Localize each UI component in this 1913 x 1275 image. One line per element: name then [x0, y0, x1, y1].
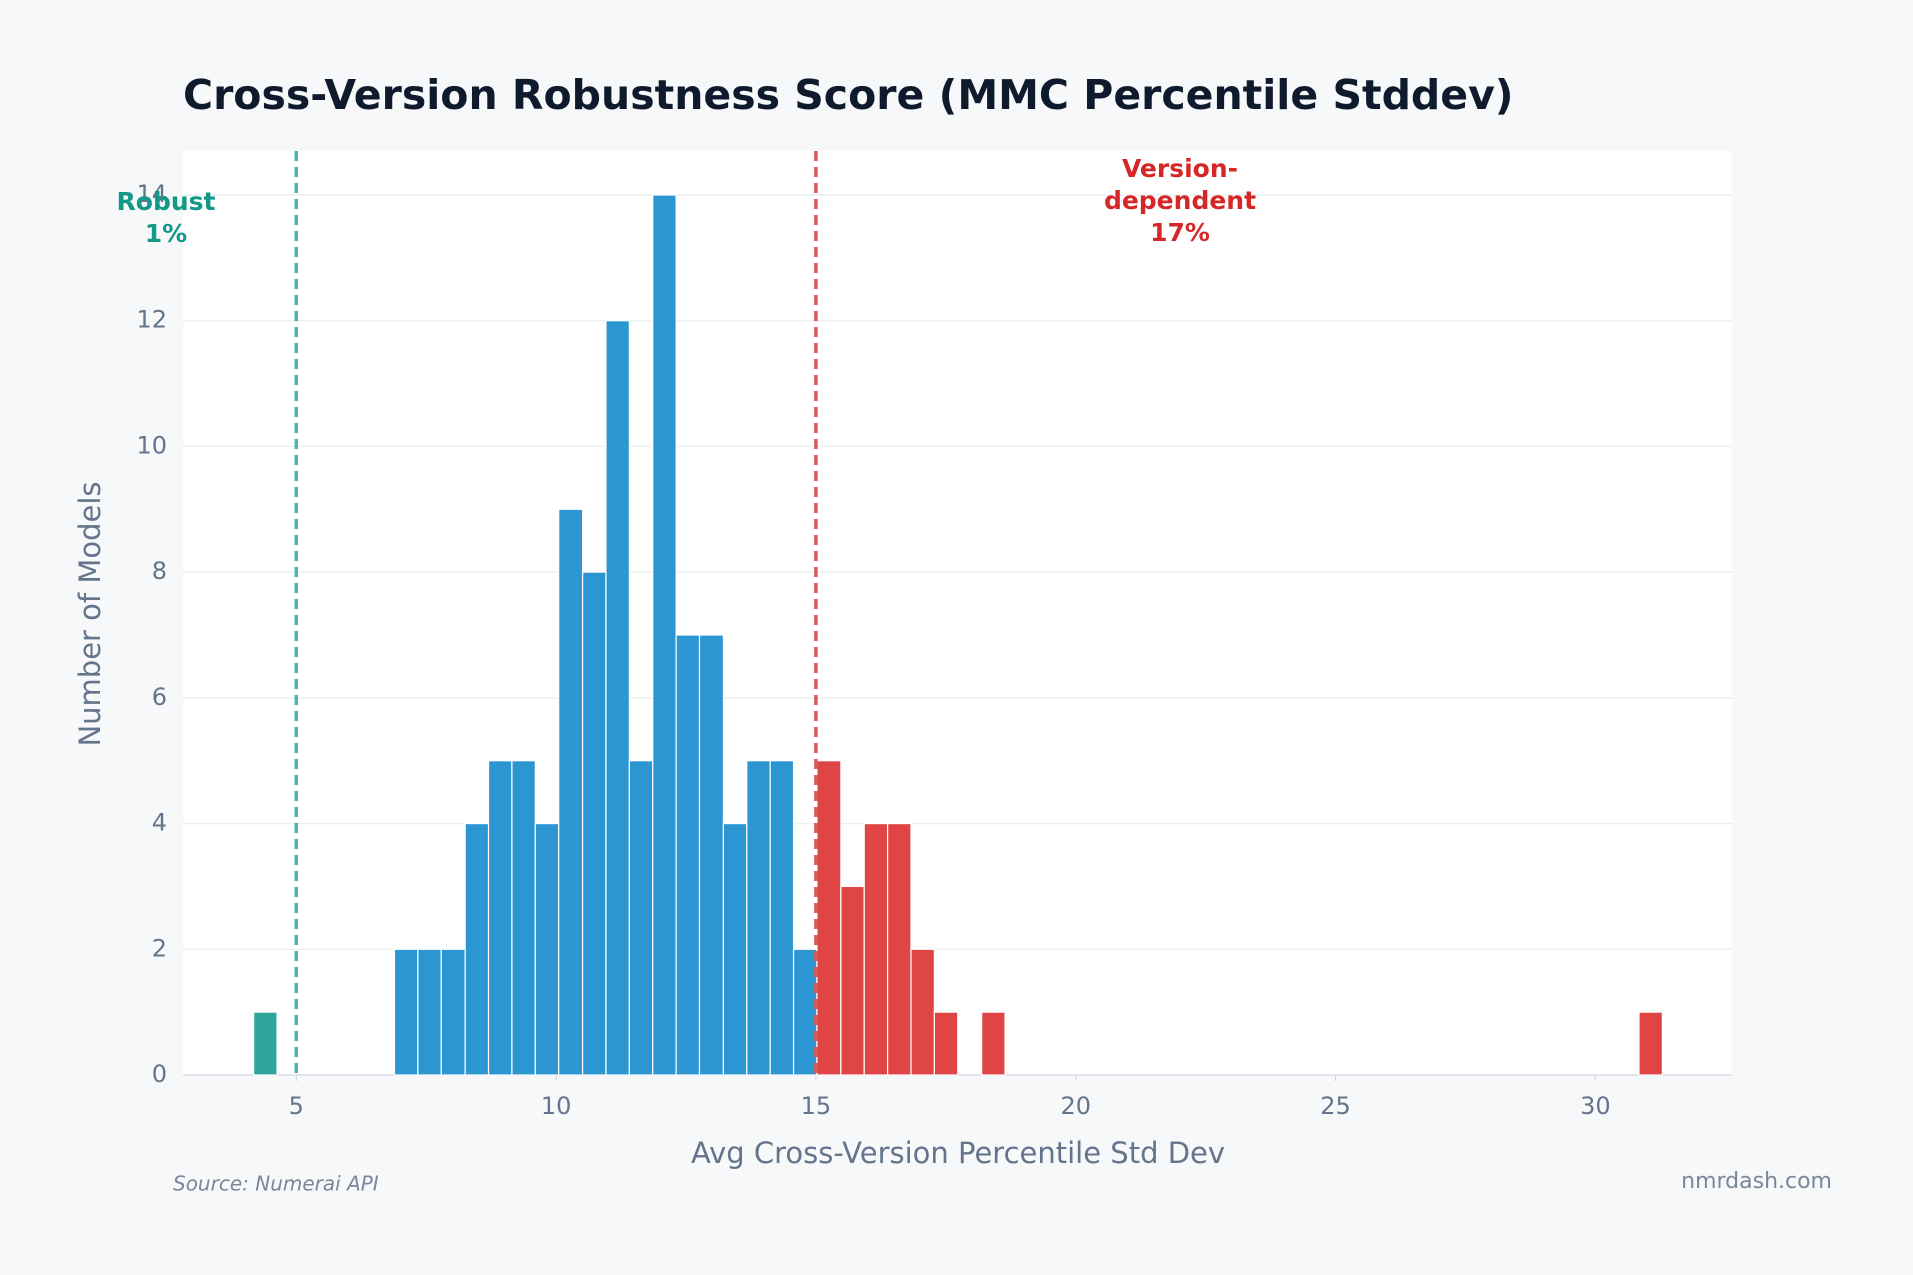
y-tick-label: 12 — [136, 306, 167, 334]
bar — [675, 634, 701, 1076]
bar — [698, 634, 725, 1076]
chart-title: Cross-Version Robustness Score (MMC Perc… — [183, 71, 1514, 119]
bar — [722, 822, 748, 1076]
bar — [558, 508, 584, 1076]
y-tick-label: 6 — [152, 683, 167, 711]
annotation-line: Robust — [117, 187, 216, 216]
annotation-line: 1% — [145, 219, 187, 248]
plot-area — [183, 151, 1732, 1075]
threshold-annotation: Robust 1% — [117, 187, 216, 248]
x-axis-label: Avg Cross-Version Percentile Std Dev — [691, 1136, 1225, 1170]
bar — [393, 948, 419, 1076]
annotation-line: dependent — [1104, 186, 1256, 215]
source: Source: Numerai API — [173, 1172, 379, 1196]
bar — [534, 822, 560, 1076]
y-tick-label: 2 — [152, 934, 167, 962]
annotation-line: 17% — [1150, 218, 1210, 247]
x-tick-label: 15 — [801, 1092, 832, 1120]
annotation-line: Version- — [1122, 154, 1238, 183]
watermark: nmrdash.com — [1681, 1169, 1832, 1194]
bar — [417, 948, 442, 1076]
bar — [816, 760, 842, 1076]
bar — [440, 948, 466, 1076]
bar — [863, 822, 889, 1076]
x-tick-label: 5 — [289, 1092, 304, 1120]
x-tick-label: 25 — [1320, 1092, 1351, 1120]
bar — [769, 760, 795, 1076]
y-tick-label: 8 — [152, 557, 167, 585]
bar — [464, 822, 490, 1076]
bar — [746, 760, 771, 1076]
bar — [981, 1011, 1006, 1076]
bar — [792, 948, 818, 1076]
bar — [887, 822, 912, 1076]
bar — [605, 320, 630, 1076]
threshold-annotation: Version-dependent 17% — [1104, 154, 1256, 247]
bar — [1638, 1011, 1663, 1076]
y-tick-label: 0 — [152, 1060, 167, 1088]
bar — [253, 1011, 278, 1076]
y-tick-label: 4 — [152, 809, 167, 837]
y-axis-label: Number of Models — [73, 481, 107, 746]
y-tick-label: 10 — [136, 431, 167, 459]
bar — [628, 760, 654, 1076]
x-tick-label: 10 — [541, 1092, 572, 1120]
x-tick-label: 20 — [1060, 1092, 1091, 1120]
bar — [511, 760, 536, 1076]
y-tick-label: 14 — [136, 180, 167, 208]
x-tick-label: 30 — [1580, 1092, 1611, 1120]
bar — [581, 571, 607, 1076]
bar — [840, 885, 865, 1076]
bar — [933, 1011, 959, 1076]
bar — [910, 948, 935, 1076]
bar — [652, 194, 677, 1076]
bar — [487, 760, 513, 1076]
